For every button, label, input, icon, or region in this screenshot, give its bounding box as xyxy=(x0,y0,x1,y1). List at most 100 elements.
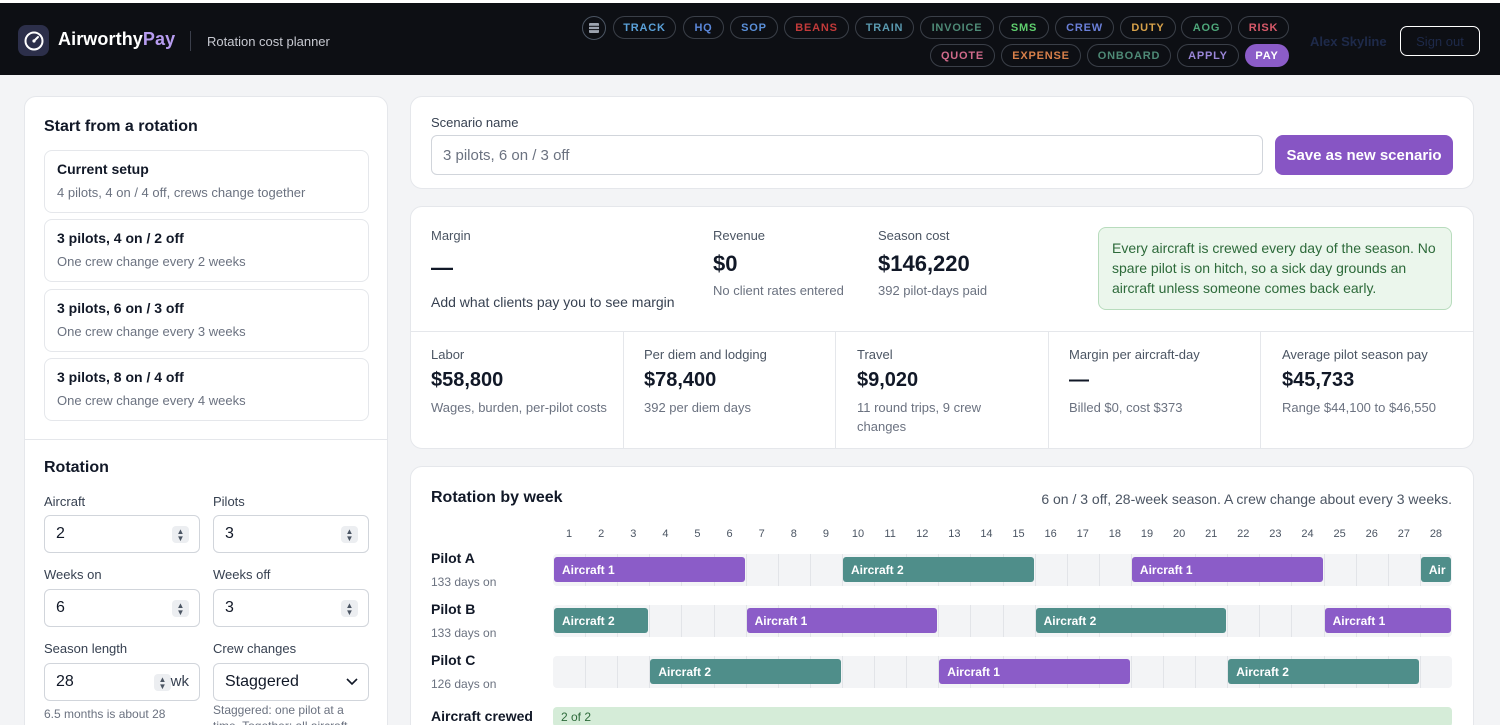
crew-changes-label: Crew changes xyxy=(213,641,297,656)
season-length-unit: wk xyxy=(170,673,189,690)
metric-divider xyxy=(1048,331,1049,449)
week-label: 27 xyxy=(1397,528,1410,540)
revenue-note: No client rates entered xyxy=(713,283,844,298)
hitch-bar-aircraft-2[interactable]: Aircraft 2 xyxy=(842,557,1034,582)
pilots-label: Pilots xyxy=(213,494,245,509)
cost-summary-card: Margin — Add what clients pay you to see… xyxy=(410,206,1474,449)
week-gridline xyxy=(1034,554,1036,586)
pilot-a-lane: Aircraft 1 Aircraft 2 Aircraft 1 Air xyxy=(553,554,1452,586)
hitch-bar-aircraft-1[interactable]: Aircraft 1 xyxy=(1324,608,1451,633)
sidebar-divider xyxy=(25,439,387,440)
aircraft-crewed-bar: 2 of 2 xyxy=(553,707,1452,725)
metric-label: Average pilot season pay xyxy=(1282,347,1428,362)
week-label: 10 xyxy=(851,528,865,540)
week-gridline xyxy=(1419,656,1421,688)
week-label: 12 xyxy=(916,528,929,540)
season-cost-label: Season cost xyxy=(878,228,950,243)
preset-current-setup[interactable]: Current setup 4 pilots, 4 on / 4 off, cr… xyxy=(44,150,369,213)
week-label: 25 xyxy=(1333,528,1346,540)
week-label: 15 xyxy=(1012,528,1025,540)
week-gridline xyxy=(617,656,619,688)
sign-out-button[interactable]: Sign out xyxy=(1400,26,1480,56)
metric-label: Labor xyxy=(431,347,465,362)
week-label: 4 xyxy=(662,528,669,540)
rotation-description: 6 on / 3 off, 28-week season. A crew cha… xyxy=(1041,491,1452,507)
week-label: 14 xyxy=(980,528,993,540)
margin-label: Margin xyxy=(431,228,471,243)
gauge-logo-icon xyxy=(18,25,49,56)
hitch-bar-aircraft-1[interactable]: Aircraft 1 xyxy=(554,557,745,582)
week-gridline xyxy=(777,554,779,586)
hitch-bar-aircraft-1[interactable]: Aircraft 1 xyxy=(1131,557,1323,582)
pilot-days: 133 days on xyxy=(431,575,497,589)
season-cost-value: $146,220 xyxy=(878,251,970,276)
weeks-off-input[interactable]: 3 ▲ ▼ xyxy=(213,589,369,627)
weeks-off-label: Weeks off xyxy=(213,567,271,582)
week-gridline xyxy=(649,605,651,637)
metric-divider xyxy=(623,331,624,449)
aircraft-stepper-icon[interactable]: ▲ ▼ xyxy=(172,526,189,543)
metric-note: Range $44,100 to $46,550 xyxy=(1282,400,1436,415)
hitch-bar-aircraft-2[interactable]: Aircraft 2 xyxy=(554,608,649,633)
nav-onboard[interactable]: ONBOARD xyxy=(1087,44,1171,67)
save-scenario-button[interactable]: Save as new scenario xyxy=(1275,135,1453,175)
nav-apply[interactable]: APPLY xyxy=(1177,44,1239,67)
season-length-stepper-icon[interactable]: ▲ ▼ xyxy=(154,674,171,691)
nav-invoice[interactable]: INVOICE xyxy=(920,16,994,39)
nav-hq[interactable]: HQ xyxy=(683,16,724,39)
season-cost-note: 392 pilot-days paid xyxy=(878,283,988,298)
week-gridline xyxy=(841,656,843,688)
week-gridline xyxy=(1034,605,1036,637)
nav-aog[interactable]: AOG xyxy=(1181,16,1232,39)
rotation-sidebar: Start from a rotation Current setup 4 pi… xyxy=(24,96,388,725)
week-gridline xyxy=(745,554,747,586)
preset-8on-4off[interactable]: 3 pilots, 8 on / 4 off One crew change e… xyxy=(44,358,369,421)
metric-value: $45,733 xyxy=(1282,369,1355,391)
pilots-input[interactable]: 3 ▲ ▼ xyxy=(213,515,369,553)
aircraft-input[interactable]: 2 ▲ ▼ xyxy=(44,515,200,553)
nav-pay[interactable]: PAY xyxy=(1245,44,1289,67)
hitch-bar-aircraft-2[interactable]: Air xyxy=(1420,557,1451,582)
hitch-bar-aircraft-2[interactable]: Aircraft 2 xyxy=(650,659,841,684)
nav-train[interactable]: TRAIN xyxy=(855,16,914,39)
weeks-off-stepper-icon[interactable]: ▲ ▼ xyxy=(341,600,358,617)
nav-sop[interactable]: SOP xyxy=(730,16,778,39)
rotation-by-week-title: Rotation by week xyxy=(431,489,563,506)
weeks-on-stepper-icon[interactable]: ▲ ▼ xyxy=(172,600,189,617)
week-gridline xyxy=(681,605,683,637)
week-gridline xyxy=(938,656,940,688)
week-label: 21 xyxy=(1205,528,1218,540)
pilot-name: Pilot B xyxy=(431,601,476,617)
preset-6on-3off[interactable]: 3 pilots, 6 on / 3 off One crew change e… xyxy=(44,289,369,352)
apps-grid-icon[interactable] xyxy=(582,16,606,40)
nav-duty[interactable]: DUTY xyxy=(1120,16,1176,39)
metric-value: $9,020 xyxy=(857,369,919,391)
hitch-bar-aircraft-2[interactable]: Aircraft 2 xyxy=(1228,659,1419,684)
nav-expense[interactable]: EXPENSE xyxy=(1001,44,1081,67)
hitch-bar-aircraft-1[interactable]: Aircraft 1 xyxy=(939,659,1130,684)
week-gridline xyxy=(1130,554,1132,586)
pilots-stepper-icon[interactable]: ▲ ▼ xyxy=(341,526,358,543)
nav-quote[interactable]: QUOTE xyxy=(930,44,995,67)
hitch-bar-aircraft-2[interactable]: Aircraft 2 xyxy=(1035,608,1227,633)
week-label: 20 xyxy=(1172,528,1186,540)
week-gridline xyxy=(809,554,811,586)
metric-value: $58,800 xyxy=(431,369,504,391)
margin-value: — xyxy=(431,255,453,280)
season-length-input[interactable]: 28 ▲ ▼ wk xyxy=(44,663,200,701)
week-label: 1 xyxy=(565,528,573,540)
week-gridline xyxy=(713,605,715,637)
crew-changes-select[interactable]: Staggered xyxy=(213,663,369,701)
preset-4on-2off[interactable]: 3 pilots, 4 on / 2 off One crew change e… xyxy=(44,219,369,282)
hitch-bar-aircraft-1[interactable]: Aircraft 1 xyxy=(746,608,938,633)
nav-crew[interactable]: CREW xyxy=(1055,16,1114,39)
scenario-name-input[interactable]: 3 pilots, 6 on / 3 off xyxy=(431,135,1263,175)
nav-beans[interactable]: BEANS xyxy=(784,16,849,39)
nav-sms[interactable]: SMS xyxy=(999,16,1049,39)
metric-value: $78,400 xyxy=(644,369,717,391)
nav-track[interactable]: TRACK xyxy=(613,16,676,39)
nav-risk[interactable]: RISK xyxy=(1238,16,1289,39)
week-gridline xyxy=(906,656,908,688)
brand-name[interactable]: AirworthyPay xyxy=(58,29,176,49)
weeks-on-input[interactable]: 6 ▲ ▼ xyxy=(44,589,200,627)
